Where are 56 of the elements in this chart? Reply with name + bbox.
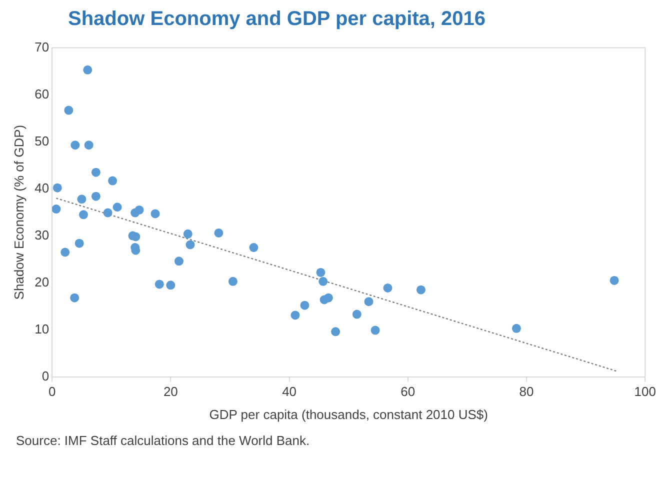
- x-tick-label: 20: [163, 384, 178, 400]
- y-tick-label: 50: [34, 133, 50, 148]
- point: [91, 192, 100, 201]
- y-tick-label: 70: [34, 39, 50, 54]
- x-tick-label: 60: [400, 384, 416, 400]
- point: [91, 168, 100, 177]
- y-tick-label: 30: [34, 227, 50, 242]
- point: [52, 204, 61, 214]
- point: [331, 327, 340, 336]
- point: [52, 183, 62, 192]
- chart-title: Shadow Economy and GDP per capita, 2016: [68, 8, 487, 31]
- x-axis-title: GDP per capita (thousands, constant 2010 US$): [209, 406, 488, 422]
- point: [154, 280, 164, 289]
- y-tick-label: 10: [34, 321, 50, 336]
- y-axis-title: Shadow Economy (% of GDP): [11, 124, 26, 300]
- point: [150, 209, 160, 218]
- point: [512, 324, 521, 333]
- point: [77, 194, 86, 204]
- point: [383, 283, 392, 292]
- y-tick-label: 0: [42, 368, 50, 384]
- point: [186, 240, 195, 250]
- x-tick-label: 80: [519, 384, 534, 400]
- point: [364, 297, 374, 306]
- point: [610, 276, 619, 285]
- point: [416, 285, 426, 294]
- point: [108, 176, 118, 186]
- point: [316, 268, 326, 277]
- point: [249, 243, 258, 252]
- point: [103, 208, 112, 218]
- x-tick-label: 40: [282, 384, 297, 400]
- point: [83, 65, 92, 74]
- point: [60, 248, 70, 257]
- point: [300, 300, 310, 310]
- point: [84, 140, 94, 150]
- point: [166, 280, 176, 290]
- point: [352, 310, 362, 319]
- point: [74, 238, 84, 248]
- point: [112, 202, 122, 212]
- point: [324, 293, 333, 302]
- x-tick-label: 100: [634, 384, 656, 400]
- point: [78, 210, 88, 220]
- point: [183, 229, 192, 238]
- point: [370, 326, 380, 335]
- point: [134, 205, 144, 214]
- source-note: Source: IMF Staff calculations and the World Bank.: [16, 433, 311, 448]
- y-tick-label: 20: [34, 274, 50, 290]
- point: [290, 310, 300, 320]
- point: [174, 256, 184, 266]
- point: [228, 276, 238, 286]
- point: [70, 140, 80, 150]
- point: [64, 106, 74, 115]
- point: [318, 276, 328, 286]
- point: [214, 228, 224, 238]
- y-tick-label: 40: [34, 180, 50, 196]
- point: [70, 293, 80, 302]
- y-tick-label: 60: [34, 86, 50, 102]
